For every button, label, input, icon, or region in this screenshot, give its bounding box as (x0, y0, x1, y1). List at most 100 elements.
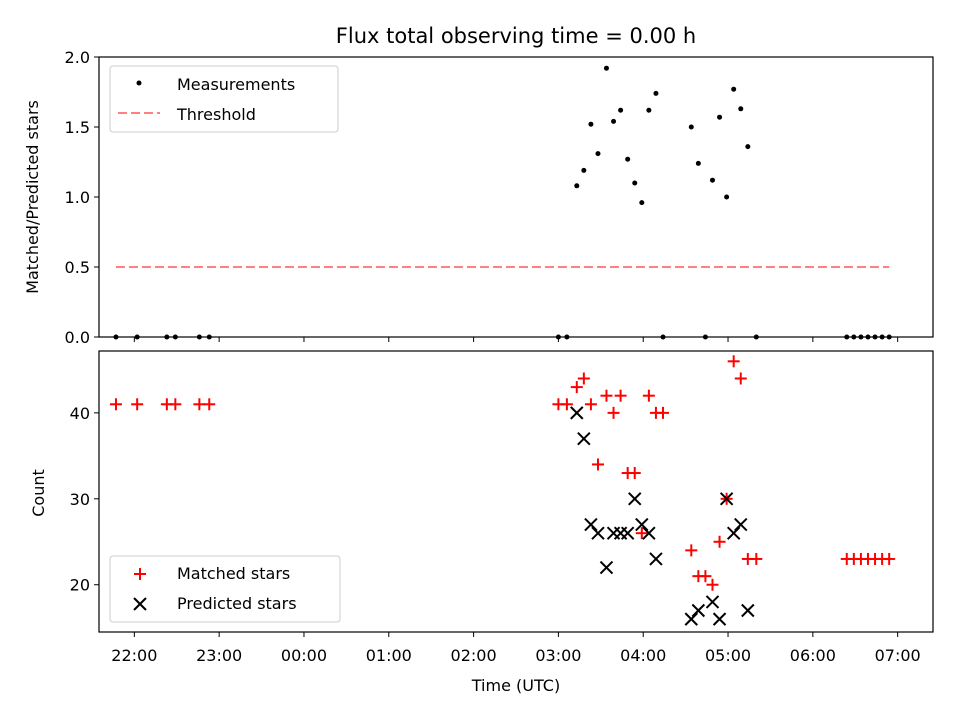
legend-matched-marker (134, 568, 146, 580)
measurement-point (618, 107, 624, 113)
predicted-star-point (628, 492, 642, 506)
legend-predicted-label: Predicted stars (177, 594, 297, 613)
measurement-point (625, 156, 631, 162)
bottom-y-tick-label: 20 (70, 576, 90, 595)
legend-predicted-marker (133, 597, 147, 611)
bottom-y-tick-label: 30 (70, 490, 90, 509)
matched-star-point (109, 398, 122, 411)
chart-title: Flux total observing time = 0.00 h (336, 24, 696, 48)
matched-star-point (614, 389, 627, 402)
matched-star-point (584, 398, 597, 411)
measurement-point (738, 106, 744, 112)
measurement-point (611, 118, 617, 124)
bottom-y-tick-label: 40 (70, 404, 90, 423)
top-y-tick-label: 0.5 (65, 258, 90, 277)
measurement-point (646, 107, 652, 113)
predicted-star-point (649, 552, 663, 566)
measurement-point (844, 334, 850, 340)
measurement-point (113, 334, 119, 340)
matched-star-point (131, 398, 144, 411)
measurement-point (588, 121, 594, 127)
legend-matched-label: Matched stars (177, 564, 290, 583)
predicted-star-point (635, 517, 649, 532)
measurement-point (851, 334, 857, 340)
measurement-point (639, 200, 645, 206)
measurement-point (172, 334, 178, 340)
top-y-axis: 0.0 0.5 1.0 1.5 2.0 (65, 48, 99, 347)
measurement-point (603, 65, 609, 71)
matched-star-point (642, 389, 655, 402)
x-tick-label: 01:00 (366, 646, 412, 665)
measurement-point (717, 114, 723, 120)
matched-star-point (734, 372, 747, 385)
matched-star-point (727, 355, 740, 368)
predicted-star-point (684, 612, 698, 626)
matched-star-point (699, 570, 712, 583)
legend-measurements-marker (136, 80, 142, 86)
measurement-points (113, 65, 892, 340)
matched-star-point (883, 552, 896, 565)
predicted-star-point (577, 431, 591, 446)
matched-star-point (685, 544, 698, 557)
measurement-point (695, 160, 701, 166)
measurement-point (134, 334, 140, 340)
top-y-tick-label: 1.0 (65, 188, 90, 207)
x-tick-label: 04:00 (620, 646, 666, 665)
matched-star-point (560, 398, 573, 411)
predicted-star-point (691, 603, 706, 618)
matched-star-point (750, 552, 763, 565)
measurement-point (872, 334, 878, 340)
matched-star-point (635, 527, 648, 540)
predicted-star-point (719, 492, 734, 506)
matched-star-point (169, 398, 182, 411)
predicted-star-point (726, 526, 741, 540)
x-tick-label: 05:00 (705, 646, 751, 665)
measurement-point (653, 90, 659, 96)
x-tick-label: 23:00 (196, 646, 242, 665)
measurement-point (731, 86, 737, 92)
predicted-star-point (570, 406, 584, 420)
measurement-point (865, 334, 871, 340)
predicted-stars-points (570, 406, 755, 626)
matched-star-point (607, 406, 620, 419)
x-tick-label: 22:00 (111, 646, 157, 665)
bottom-y-axis: 20 30 40 (70, 404, 99, 595)
matched-star-point (713, 535, 726, 548)
predicted-star-point (741, 603, 755, 618)
measurement-point (555, 334, 561, 340)
matched-star-point (628, 467, 641, 480)
matched-star-point (600, 389, 613, 402)
matched-star-point (591, 458, 604, 471)
predicted-star-point (734, 517, 748, 532)
measurement-point (206, 334, 212, 340)
measurement-point (886, 334, 892, 340)
measurement-point (745, 144, 751, 150)
measurement-point (879, 334, 885, 340)
predicted-star-point (620, 526, 635, 540)
predicted-star-point (705, 595, 720, 609)
matched-stars-points (109, 355, 896, 591)
bottom-y-axis-label: Count (29, 469, 48, 517)
predicted-star-point (599, 560, 614, 575)
matched-star-point (706, 578, 719, 591)
measurement-point (632, 180, 638, 186)
measurement-point (724, 194, 730, 200)
matched-star-point (203, 398, 216, 411)
measurement-point (564, 334, 570, 340)
top-y-tick-label: 2.0 (65, 48, 90, 67)
predicted-star-point (584, 517, 598, 532)
measurement-point (858, 334, 864, 340)
x-tick-label: 07:00 (875, 646, 921, 665)
x-tick-label: 06:00 (790, 646, 836, 665)
bottom-legend-box (109, 555, 341, 623)
measurement-point (688, 124, 694, 130)
legend-threshold-label: Threshold (176, 105, 256, 124)
measurement-point (660, 334, 666, 340)
top-panel: 0.00.51.01.52.0 Matched/Predicted stars … (23, 48, 934, 347)
bottom-x-axis: 22:00 23:00 00:00 01:00 02:00 03:00 04:00 05:00… (111, 632, 921, 665)
measurement-point (595, 151, 601, 157)
top-legend-box (109, 65, 339, 133)
top-legend: Measurements Threshold (109, 65, 339, 133)
measurement-point (581, 167, 587, 173)
measurement-point (164, 334, 170, 340)
